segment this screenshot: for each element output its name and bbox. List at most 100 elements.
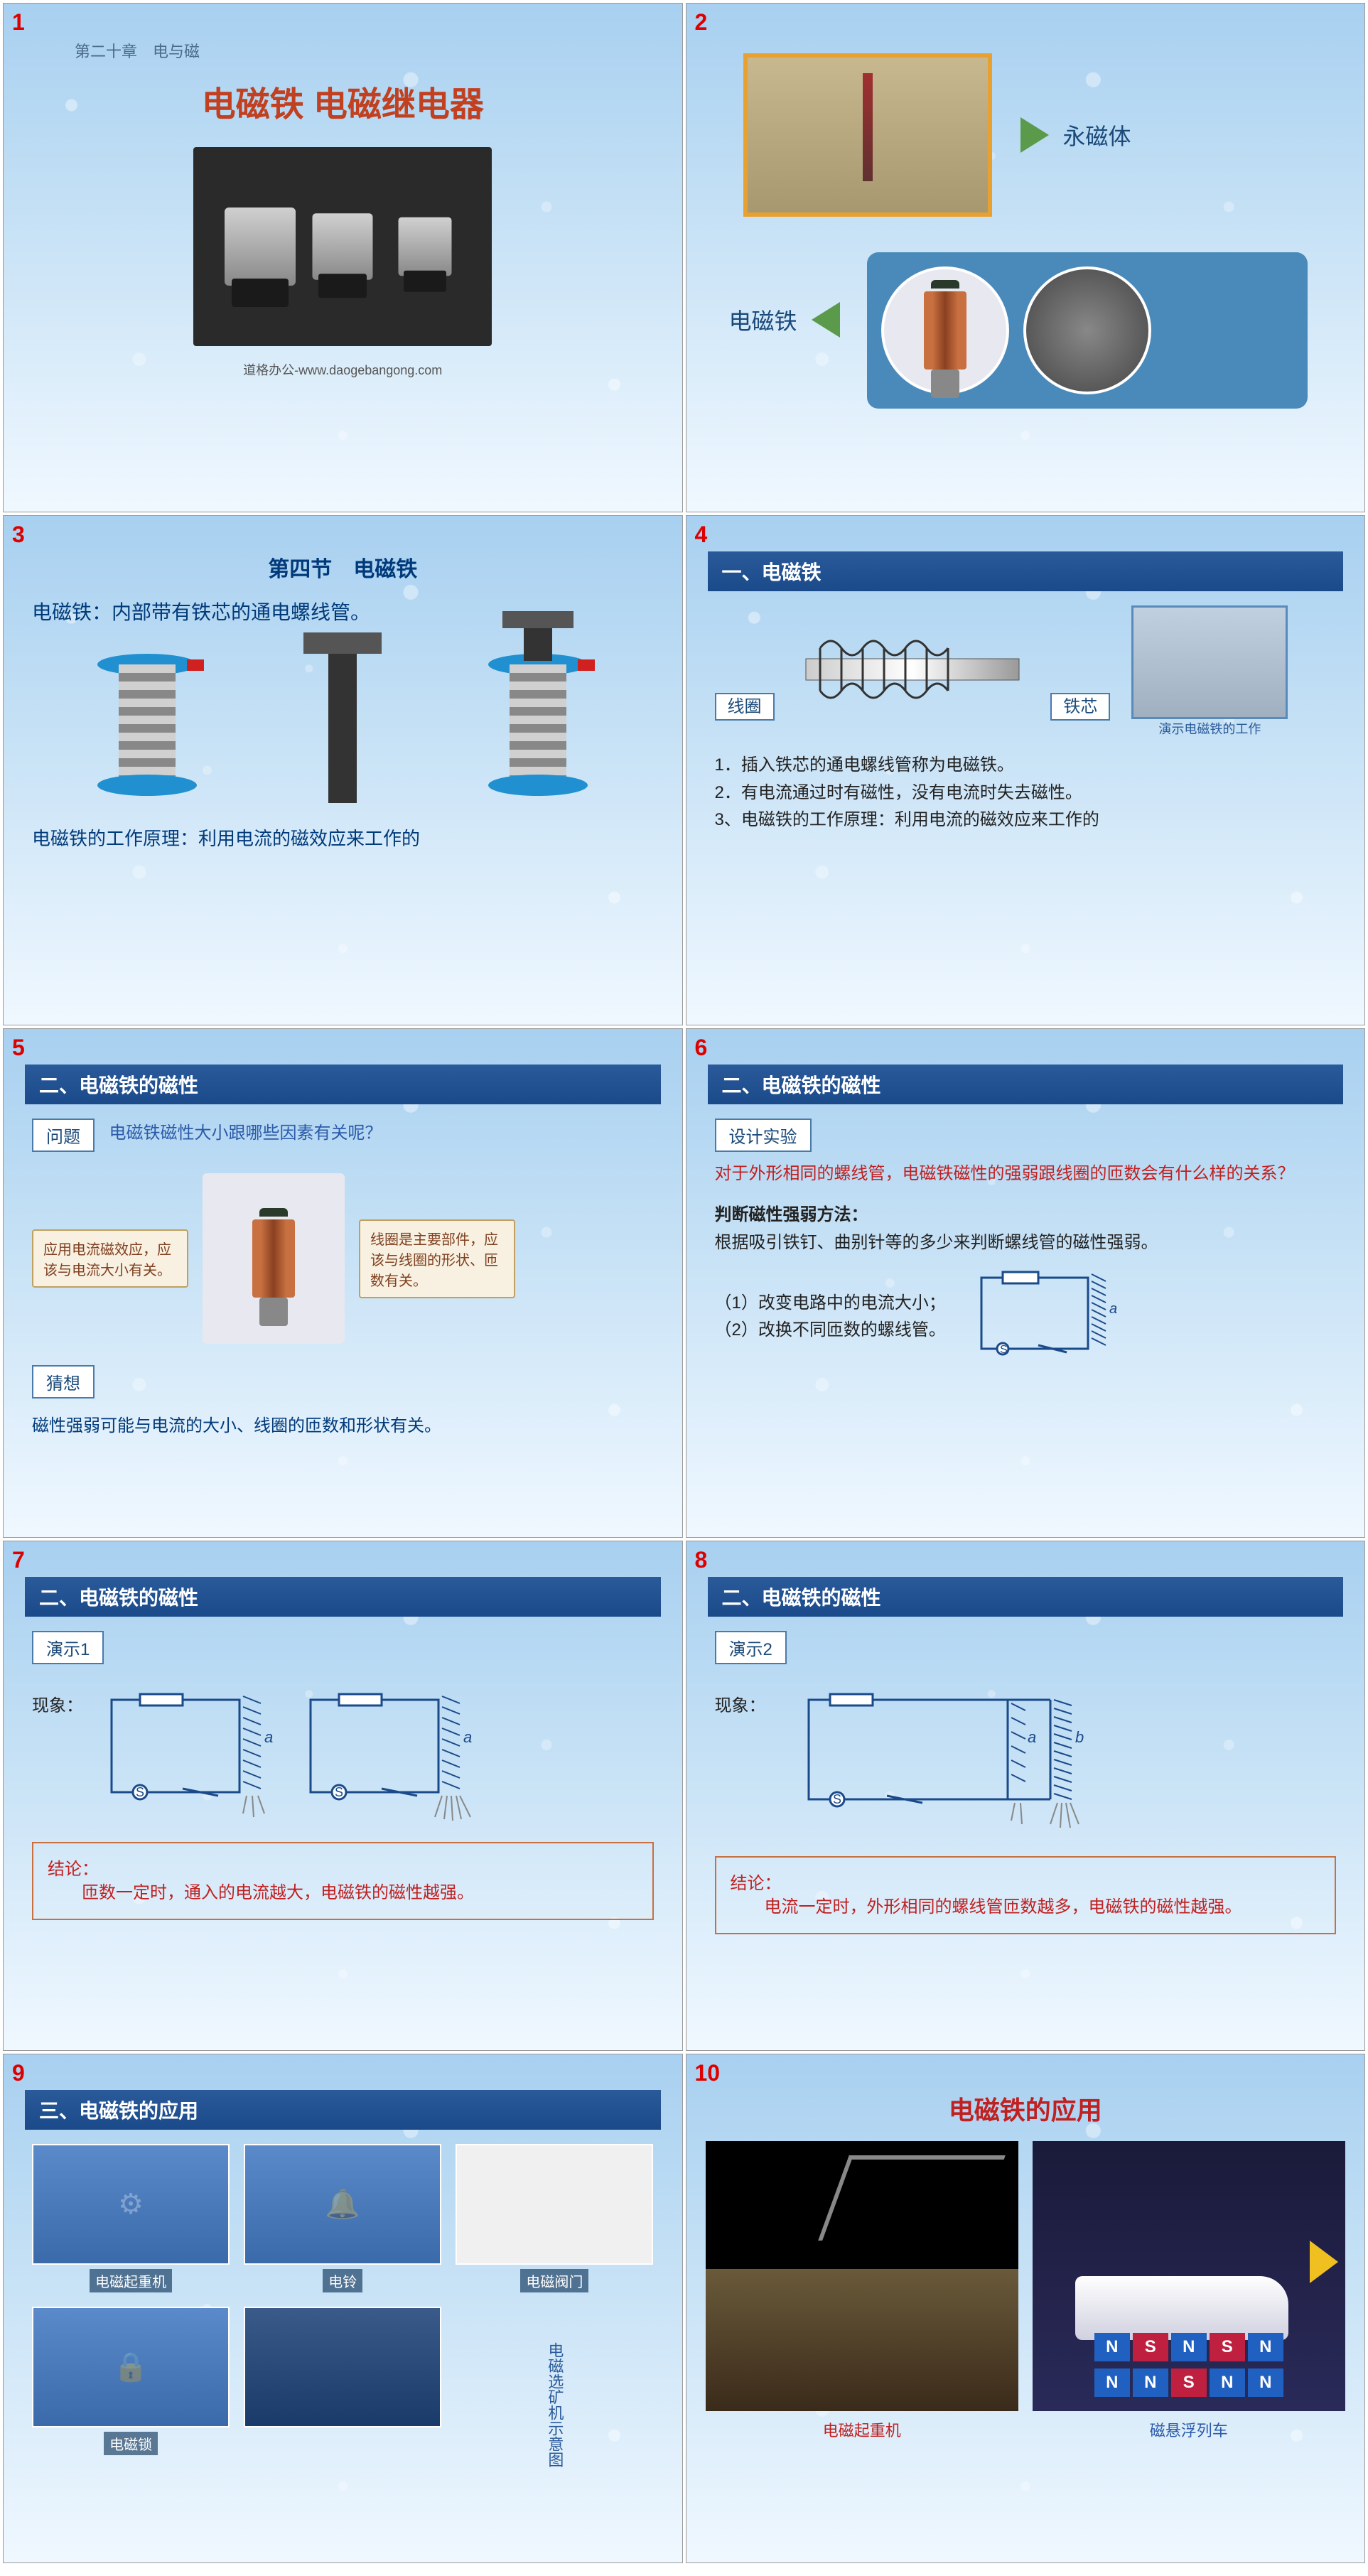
slide-grid: 1 第二十章 电与磁 电磁铁 电磁继电器 道格办公-www.daogebango… (0, 0, 1368, 2566)
app-label: 电磁阀门 (520, 2269, 588, 2292)
section-header: 三、电磁铁的应用 (25, 2090, 661, 2130)
question-text: 电磁铁磁性大小跟哪些因素有关呢？ (109, 1123, 382, 1143)
note-right: 线圈是主要部件，应该与线圈的形状、匝数有关。 (359, 1219, 515, 1298)
slide-4: 4 一、电磁铁 线圈 铁芯 (686, 515, 1366, 1025)
slide-number: 7 (12, 1547, 25, 1573)
slide-number: 8 (695, 1547, 708, 1573)
app-item: ⚙ 电磁起重机 (32, 2144, 230, 2292)
circuit-1: S a (97, 1678, 282, 1821)
app-lock-img: 🔒 (32, 2307, 230, 2427)
app-item: 电磁选矿机示意图 (456, 2307, 653, 2467)
coil-label: 线圈 (715, 693, 775, 721)
section-header: 一、电磁铁 (708, 551, 1344, 591)
app-valve-img (456, 2144, 653, 2265)
app-item: 🔒 电磁锁 (32, 2307, 230, 2467)
app-label: 电磁选矿机示意图 (543, 2307, 566, 2467)
slide-number: 1 (12, 9, 25, 36)
slide-number: 2 (695, 9, 708, 36)
method-title: 判断磁性强弱方法： (715, 1202, 1337, 1229)
design-question: 对于外形相同的螺线管，电磁铁磁性的强弱跟线圈的匝数会有什么样的关系？ (715, 1160, 1337, 1187)
conclusion-box: 结论： 匝数一定时，通入的电流越大，电磁铁的磁性越强。 (32, 1842, 654, 1919)
applications-title: 电磁铁的应用 (715, 2090, 1337, 2127)
electromagnet-label: 电磁铁 (729, 303, 797, 336)
circuit-diagram: S a (967, 1263, 1124, 1370)
circuit-2: S a (296, 1678, 481, 1821)
conclusion-box: 结论： 电流一定时，外形相同的螺线管匝数越多，电磁铁的磁性越强。 (715, 1856, 1337, 1934)
chapter-subtitle: 第二十章 电与磁 (75, 39, 654, 62)
app-label: 电铃 (323, 2269, 362, 2292)
svg-text:a: a (463, 1728, 472, 1746)
app-label: 电磁起重机 (90, 2269, 172, 2292)
slide-10: 10 电磁铁的应用 电磁起重机 N S N S (686, 2054, 1366, 2563)
main-title: 电磁铁 电磁继电器 (32, 76, 654, 126)
slide-7: 7 二、电磁铁的磁性 演示1 现象： S (3, 1541, 683, 2050)
permanent-magnet-photo (743, 53, 992, 217)
slide-number: 9 (12, 2060, 25, 2086)
demo-tag: 演示1 (32, 1631, 104, 1664)
footer-link: 道格办公-www.daogebangong.com (32, 360, 654, 379)
slide-number: 10 (695, 2060, 721, 2086)
crane-caption: 电磁起重机 (706, 2418, 1018, 2441)
slide-5: 5 二、电磁铁的磁性 问题 电磁铁磁性大小跟哪些因素有关呢？ 应用电流磁效应，应… (3, 1028, 683, 1538)
step-1: （1）改变电路中的电流大小； (715, 1290, 946, 1317)
point-2: 2．有电流通过时有磁性，没有电流时失去磁性。 (715, 780, 1337, 807)
relay-photo (193, 147, 492, 346)
arrow-left-icon (812, 302, 840, 338)
svg-text:S: S (335, 1785, 343, 1799)
principle-text: 电磁铁的工作原理：利用电流的磁效应来工作的 (32, 824, 654, 851)
question-tag: 问题 (32, 1119, 95, 1152)
app-item: 🔔 电铃 (244, 2144, 441, 2292)
slide-3: 3 第四节 电磁铁 电磁铁：内部带有铁芯的通电螺线管。 电磁铁的工作原理：利用电… (3, 515, 683, 1025)
maglev-photo: N S N S N N N S N N (1033, 2141, 1345, 2411)
svg-text:S: S (1000, 1344, 1008, 1356)
guess-tag: 猜想 (32, 1365, 95, 1399)
demo-tag: 演示2 (715, 1631, 787, 1664)
app-item: 电磁阀门 (456, 2144, 653, 2292)
circuit-diagram: S a (795, 1678, 1093, 1835)
conclusion-text: 电流一定时，外形相同的螺线管匝数越多，电磁铁的磁性越强。 (765, 1897, 1242, 1917)
slide-6: 6 二、电磁铁的磁性 设计实验 对于外形相同的螺线管，电磁铁磁性的强弱跟线圈的匝… (686, 1028, 1366, 1538)
guess-text: 磁性强弱可能与电流的大小、线圈的匝数和形状有关。 (32, 1413, 654, 1440)
section-header: 二、电磁铁的磁性 (708, 1065, 1344, 1104)
slide-8: 8 二、电磁铁的磁性 演示2 现象： S (686, 1541, 1366, 2050)
section-header: 二、电磁铁的磁性 (25, 1065, 661, 1104)
method-text: 根据吸引铁钉、曲别针等的多少来判断螺线管的磁性强弱。 (715, 1229, 1337, 1256)
svg-text:S: S (136, 1785, 144, 1799)
crane-scrap-photo (706, 2141, 1018, 2411)
permanent-magnet-label: 永磁体 (1063, 119, 1131, 151)
demo-caption: 演示电磁铁的工作 (1131, 719, 1288, 738)
spool-diagram (97, 654, 197, 796)
maglev-train-icon (1075, 2276, 1288, 2340)
step-2: （2）改换不同匝数的螺线管。 (715, 1317, 946, 1344)
slide-number: 6 (695, 1035, 708, 1061)
svg-text:a: a (1109, 1301, 1117, 1317)
svg-text:b: b (1075, 1728, 1084, 1746)
spool-with-core-diagram (488, 654, 588, 796)
maglev-track-top: N S N S N (1094, 2333, 1283, 2361)
arrow-right-icon (1020, 117, 1049, 153)
app-item (244, 2307, 441, 2467)
electromagnet-panel (867, 252, 1308, 409)
point-1: 1．插入铁芯的通电螺线管称为电磁铁。 (715, 752, 1337, 779)
conclusion-label: 结论： (48, 1860, 99, 1879)
maglev-track-bottom: N N S N N (1094, 2368, 1283, 2397)
diagram-row (32, 647, 654, 803)
crane-photo (1023, 266, 1151, 394)
section-header: 二、电磁铁的磁性 (708, 1577, 1344, 1617)
slide-2: 2 永磁体 电磁铁 (686, 3, 1366, 512)
app-crane-img: ⚙ (32, 2144, 230, 2265)
svg-text:a: a (264, 1728, 273, 1746)
slide-1: 1 第二十章 电与磁 电磁铁 电磁继电器 道格办公-www.daogebango… (3, 3, 683, 512)
coil-photo (881, 266, 1009, 394)
section-title: 第四节 电磁铁 (32, 551, 654, 583)
app-label: 电磁锁 (104, 2432, 158, 2455)
slide-number: 5 (12, 1035, 25, 1061)
iron-core-diagram (328, 647, 357, 803)
point-3: 3、电磁铁的工作原理：利用电流的磁效应来工作的 (715, 807, 1337, 834)
design-tag: 设计实验 (715, 1119, 812, 1152)
solenoid-diagram (777, 627, 1033, 712)
conclusion-label: 结论： (731, 1874, 782, 1893)
phenomenon-label: 现象： (32, 1693, 83, 1720)
maglev-caption: 磁悬浮列车 (1033, 2418, 1345, 2441)
section-header: 二、电磁铁的磁性 (25, 1577, 661, 1617)
